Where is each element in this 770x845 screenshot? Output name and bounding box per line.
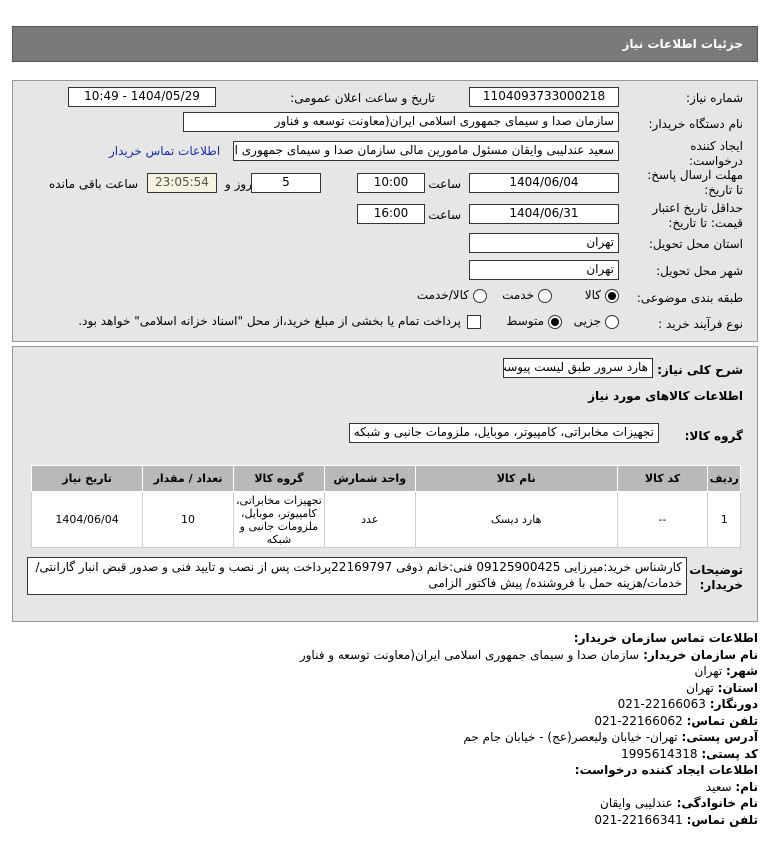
goods-group-field[interactable]: تجهیزات مخابراتی، کامپیوتر، موبایل، ملزو… xyxy=(349,423,659,443)
announce-label: تاریخ و ساعت اعلان عمومی: xyxy=(290,91,435,105)
buyer-contact-link[interactable]: اطلاعات تماس خریدار xyxy=(109,144,221,158)
label: استان: xyxy=(717,680,758,695)
contact-province: تهران xyxy=(686,680,714,695)
payment-note: پرداخت تمام یا بخشی از مبلغ خرید،از محل … xyxy=(78,314,461,328)
category-radio-both[interactable]: کالا/خدمت xyxy=(417,288,487,303)
payment-checkbox[interactable]: پرداخت تمام یا بخشی از مبلغ خرید،از محل … xyxy=(78,314,481,329)
col-header: تعداد / مقدار xyxy=(142,465,234,492)
label: نام: xyxy=(735,779,758,794)
radio-icon[interactable] xyxy=(605,288,619,303)
category-radio-service[interactable]: خدمت xyxy=(502,288,552,303)
page-title: جزئیات اطلاعات نیاز xyxy=(622,37,743,51)
contact-title: اطلاعات تماس سازمان خریدار: xyxy=(573,631,758,645)
cell-goods-group: تجهیزات مخابراتی، کامپیوتر، موبایل، ملزو… xyxy=(232,491,325,548)
cell-goods-name: هارد دیسک xyxy=(414,491,618,548)
label: کد پستی: xyxy=(701,746,758,761)
creator-phone: 22166341-021 xyxy=(594,812,683,827)
deadline-date-field[interactable]: 1404/06/04 xyxy=(469,173,619,193)
validity-time-label: ساعت xyxy=(428,208,461,222)
province-label: استان محل تحویل: xyxy=(648,237,743,251)
city-label: شهر محل تحویل: xyxy=(656,264,743,278)
days-label: روز و xyxy=(225,177,252,191)
radio-icon[interactable] xyxy=(538,288,552,303)
buyer-contact-info: اطلاعات تماس سازمان خریدار: نام سازمان خ… xyxy=(300,630,758,828)
label: تلفن تماس: xyxy=(686,713,758,728)
col-header: نام کالا xyxy=(414,465,618,492)
label: تلفن تماس: xyxy=(686,812,758,827)
days-field[interactable]: 5 xyxy=(251,173,321,193)
table-row: 1 -- هارد دیسک عدد تجهیزات مخابراتی، کام… xyxy=(30,491,741,548)
radio-label: کالا/خدمت xyxy=(416,288,469,302)
table-header-row: ردیف کد کالا نام کالا واحد شمارش گروه کا… xyxy=(30,465,741,492)
contact-address: تهران- خیابان ولیعصر(عج) - خیابان جام جم xyxy=(463,730,678,744)
cell-goods-code: -- xyxy=(616,491,709,548)
label: نام سازمان خریدار: xyxy=(643,647,758,662)
buyer-notes-label: توضیحات خریدار: xyxy=(689,563,743,592)
col-header: گروه کالا xyxy=(232,465,325,492)
contact-fax: 22166063-021 xyxy=(617,697,706,711)
description-label: شرح کلی نیاز: xyxy=(657,363,743,377)
need-number-field[interactable]: 1104093733000218 xyxy=(469,87,619,107)
category-label: طبقه بندی موضوعی: xyxy=(636,291,743,305)
need-details-panel: شرح کلی نیاز: هارد سرور طبق لیست پیوست ا… xyxy=(12,346,758,622)
radio-label: کالا xyxy=(584,288,601,302)
contact-city: تهران xyxy=(694,664,723,678)
goods-group-label: گروه کالا: xyxy=(684,429,743,443)
deadline-time-label: ساعت xyxy=(428,177,461,191)
label: آدرس پستی: xyxy=(681,730,758,744)
creator-field[interactable]: سعید عندلیبی وایقان مسئول مامورین مالی س… xyxy=(233,141,619,161)
checkbox-icon[interactable] xyxy=(467,314,481,329)
col-header: تاریخ نیاز xyxy=(30,465,144,492)
cell-need-date: 1404/06/04 xyxy=(30,491,144,548)
cell-row-number: 1 xyxy=(707,491,741,548)
buyer-org-field[interactable]: سازمان صدا و سیمای جمهوری اسلامی ایران(م… xyxy=(183,112,619,132)
creator-family: عندلیبی وایقان xyxy=(600,796,673,810)
validity-time-field[interactable]: 16:00 xyxy=(357,204,425,224)
label: شهر: xyxy=(726,664,758,678)
process-label: نوع فرآیند خرید : xyxy=(658,317,743,331)
validity-date-field[interactable]: 1404/06/31 xyxy=(469,204,619,224)
radio-icon[interactable] xyxy=(548,314,562,329)
col-header: واحد شمارش xyxy=(323,465,416,492)
process-radio-minor[interactable]: جزیی xyxy=(574,314,619,329)
deadline-time-field[interactable]: 10:00 xyxy=(357,173,425,193)
remaining-time-field: 23:05:54 xyxy=(147,173,217,193)
process-radio-medium[interactable]: متوسط xyxy=(506,314,562,329)
label: نام خانوادگی: xyxy=(676,796,758,810)
creator-name: سعید xyxy=(705,779,732,794)
page-header: جزئیات اطلاعات نیاز xyxy=(12,26,758,62)
city-field[interactable]: تهران xyxy=(469,260,619,280)
label: دورنگار: xyxy=(709,697,758,711)
radio-label: جزیی xyxy=(573,314,601,328)
contact-org: سازمان صدا و سیمای جمهوری اسلامی ایران(م… xyxy=(299,647,640,662)
announce-field[interactable]: 1404/05/29 - 10:49 xyxy=(68,87,216,107)
province-field[interactable]: تهران xyxy=(469,233,619,253)
radio-label: خدمت xyxy=(502,288,534,302)
validity-label: حداقل تاریخ اعتبار قیمت: تا تاریخ: xyxy=(652,201,743,230)
need-number-label: شماره نیاز: xyxy=(686,91,743,105)
deadline-label: مهلت ارسال پاسخ: تا تاریخ: xyxy=(647,168,743,197)
buyer-notes-field[interactable]: کارشناس خرید:میرزایی 09125900425 فنی:خان… xyxy=(27,557,687,595)
radio-icon[interactable] xyxy=(605,314,619,329)
contact-phone: 22166062-021 xyxy=(594,713,683,728)
creator-title: اطلاعات ایجاد کننده درخواست: xyxy=(574,763,758,777)
radio-icon[interactable] xyxy=(473,288,487,303)
need-info-panel: شماره نیاز: 1104093733000218 تاریخ و ساع… xyxy=(12,80,758,342)
goods-info-title: اطلاعات کالاهای مورد نیاز xyxy=(588,389,743,403)
goods-table: ردیف کد کالا نام کالا واحد شمارش گروه کا… xyxy=(30,465,741,548)
contact-postal: 1995614318 xyxy=(621,746,698,761)
radio-label: متوسط xyxy=(506,314,544,328)
cell-unit: عدد xyxy=(323,491,416,548)
description-field[interactable]: هارد سرور طبق لیست پیوست xyxy=(503,358,653,378)
col-header: ردیف xyxy=(707,465,741,492)
remaining-label: ساعت باقی مانده xyxy=(49,177,139,191)
creator-label: ایجاد کننده درخواست: xyxy=(689,139,743,168)
cell-quantity: 10 xyxy=(142,491,234,548)
col-header: کد کالا xyxy=(616,465,709,492)
category-radio-goods[interactable]: کالا xyxy=(585,288,619,303)
buyer-org-label: نام دستگاه خریدار: xyxy=(648,117,744,131)
